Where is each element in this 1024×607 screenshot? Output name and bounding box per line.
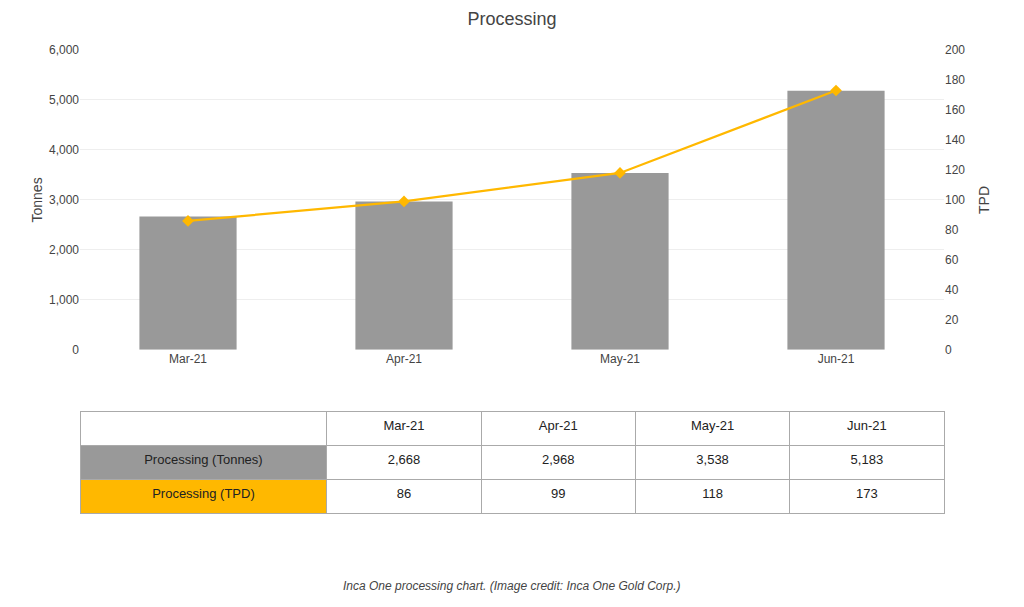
svg-text:100: 100 (945, 193, 965, 207)
svg-text:Processing (Tonnes): Processing (Tonnes) (144, 452, 263, 467)
svg-text:Jun-21: Jun-21 (847, 418, 887, 433)
svg-text:180: 180 (945, 73, 965, 87)
svg-text:3,538: 3,538 (696, 452, 729, 467)
svg-text:5,000: 5,000 (49, 93, 79, 107)
svg-text:80: 80 (945, 223, 959, 237)
svg-text:2,000: 2,000 (49, 243, 79, 257)
svg-text:60: 60 (945, 253, 959, 267)
svg-text:1,000: 1,000 (49, 293, 79, 307)
svg-text:140: 140 (945, 133, 965, 147)
svg-text:Apr-21: Apr-21 (386, 352, 422, 366)
svg-text:118: 118 (702, 486, 723, 501)
svg-text:Inca One processing chart. (Im: Inca One processing chart. (Image credit… (343, 579, 681, 593)
svg-text:5,183: 5,183 (851, 452, 884, 467)
svg-text:0: 0 (72, 343, 79, 357)
svg-text:Processing (TPD): Processing (TPD) (152, 486, 255, 501)
svg-text:3,000: 3,000 (49, 193, 79, 207)
svg-text:Processing: Processing (467, 9, 556, 29)
svg-text:40: 40 (945, 283, 959, 297)
svg-text:200: 200 (945, 43, 965, 57)
svg-text:May-21: May-21 (691, 418, 734, 433)
svg-text:Apr-21: Apr-21 (539, 418, 578, 433)
svg-text:20: 20 (945, 313, 959, 327)
svg-text:May-21: May-21 (600, 352, 640, 366)
svg-text:0: 0 (945, 343, 952, 357)
svg-text:173: 173 (856, 486, 878, 501)
svg-text:120: 120 (945, 163, 965, 177)
svg-text:Mar-21: Mar-21 (169, 352, 207, 366)
svg-text:Jun-21: Jun-21 (818, 352, 855, 366)
svg-text:Tonnes: Tonnes (29, 177, 45, 222)
svg-text:99: 99 (551, 486, 565, 501)
svg-text:4,000: 4,000 (49, 143, 79, 157)
svg-text:Mar-21: Mar-21 (383, 418, 424, 433)
svg-text:86: 86 (397, 486, 411, 501)
svg-text:160: 160 (945, 103, 965, 117)
svg-text:2,968: 2,968 (542, 452, 575, 467)
svg-text:2,668: 2,668 (388, 452, 421, 467)
svg-text:6,000: 6,000 (49, 43, 79, 57)
svg-text:TPD: TPD (976, 186, 992, 214)
